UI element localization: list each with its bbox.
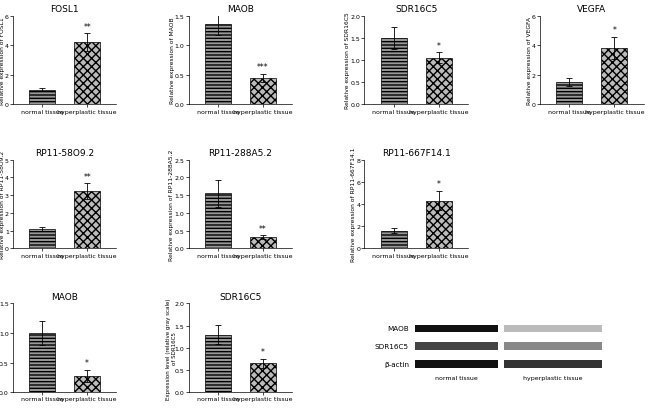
Text: *: * <box>261 347 265 356</box>
Title: RP11-58O9.2: RP11-58O9.2 <box>35 149 94 158</box>
Bar <box>250 363 276 392</box>
Bar <box>205 25 231 105</box>
Bar <box>415 342 499 350</box>
Bar <box>504 342 602 350</box>
Text: **: ** <box>83 172 91 181</box>
Title: MAOB: MAOB <box>227 5 254 14</box>
Title: SDR16C5: SDR16C5 <box>219 292 261 301</box>
Text: β-actin: β-actin <box>384 361 409 367</box>
Y-axis label: Relative expression of VEGFA: Relative expression of VEGFA <box>526 17 532 105</box>
Text: *: * <box>85 358 89 367</box>
Bar <box>205 194 231 249</box>
Bar <box>74 376 100 392</box>
Bar <box>415 360 499 368</box>
Text: hyperplastic tissue: hyperplastic tissue <box>523 375 582 380</box>
Title: VEGFA: VEGFA <box>577 5 606 14</box>
Text: **: ** <box>259 224 266 233</box>
Y-axis label: Relative expression of MAOB: Relative expression of MAOB <box>170 18 174 104</box>
Text: *: * <box>437 42 441 51</box>
Text: SDR16C5: SDR16C5 <box>375 343 409 349</box>
Text: **: ** <box>83 23 91 31</box>
Bar <box>601 49 627 105</box>
Y-axis label: Expression level (relative gray scale)
of MAOB: Expression level (relative gray scale) o… <box>0 297 2 399</box>
Y-axis label: Relative expression of RP11-667F14.1: Relative expression of RP11-667F14.1 <box>351 147 356 261</box>
Bar <box>29 90 55 105</box>
Bar <box>381 39 407 105</box>
Text: ***: *** <box>257 63 268 72</box>
Bar <box>74 192 100 249</box>
Y-axis label: Expression level (relative gray scale)
of SDR16C5: Expression level (relative gray scale) o… <box>166 297 177 399</box>
Title: MAOB: MAOB <box>51 292 78 301</box>
Bar <box>250 237 276 249</box>
Bar <box>426 59 452 105</box>
Text: normal tissue: normal tissue <box>435 375 478 380</box>
Bar <box>29 229 55 249</box>
Title: SDR16C5: SDR16C5 <box>395 5 437 14</box>
Bar <box>29 333 55 392</box>
Y-axis label: Relative expression of FOSL1: Relative expression of FOSL1 <box>0 17 5 104</box>
Y-axis label: Relative expression of RP11-58O9.2: Relative expression of RP11-58O9.2 <box>0 150 5 259</box>
Bar <box>426 201 452 249</box>
Title: RP11-667F14.1: RP11-667F14.1 <box>382 149 450 158</box>
Bar <box>250 78 276 105</box>
Title: RP11-288A5.2: RP11-288A5.2 <box>209 149 272 158</box>
Text: MAOB: MAOB <box>387 325 409 332</box>
Y-axis label: Relative expression of RP11-288A5.2: Relative expression of RP11-288A5.2 <box>170 149 174 260</box>
Bar <box>556 83 582 105</box>
Y-axis label: Relative expression of SDR16C5: Relative expression of SDR16C5 <box>345 12 350 109</box>
Title: FOSL1: FOSL1 <box>50 5 79 14</box>
Bar <box>381 231 407 249</box>
Bar <box>415 325 499 332</box>
Bar <box>504 360 602 368</box>
Bar <box>504 325 602 332</box>
Text: *: * <box>437 180 441 189</box>
Bar <box>74 43 100 105</box>
Text: *: * <box>612 26 616 35</box>
Bar <box>205 335 231 392</box>
